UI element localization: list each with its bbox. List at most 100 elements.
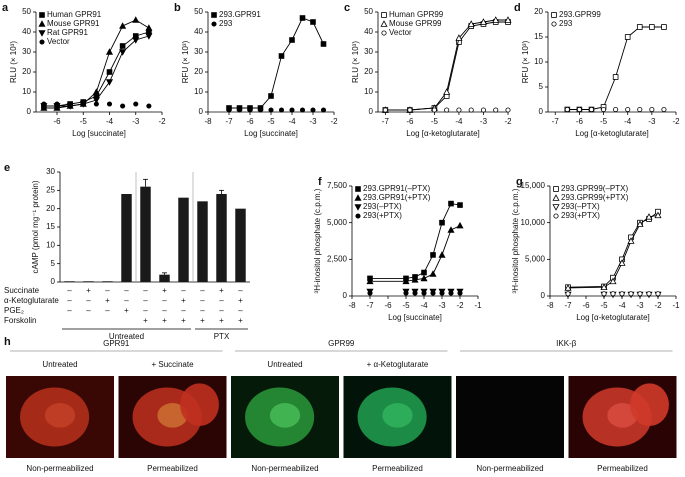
- cell: [180, 383, 219, 427]
- marker: [448, 200, 454, 207]
- marker: [133, 101, 139, 107]
- marker: [456, 107, 462, 113]
- y-tick-label: 15: [46, 222, 55, 231]
- marker: [268, 107, 274, 113]
- legend-label: Human GPR99: [389, 10, 444, 19]
- legend-label: 293(+PTX): [363, 211, 402, 220]
- bar: [178, 197, 189, 282]
- marker: [636, 220, 644, 227]
- cell-nucleus: [382, 403, 413, 428]
- marker: [505, 107, 511, 113]
- marker: [457, 202, 463, 208]
- y-tick-label: 25: [46, 185, 55, 194]
- y-tick-label: 20: [46, 204, 55, 213]
- marker: [655, 291, 661, 297]
- x-tick-label: -5: [267, 117, 275, 126]
- marker: [146, 103, 152, 109]
- y-tick-label: 15: [534, 32, 543, 41]
- marker: [299, 107, 306, 113]
- x-axis-label: Log [α-ketoglutarate]: [576, 313, 650, 322]
- marker: [493, 107, 499, 113]
- marker: [480, 107, 487, 113]
- y-tick-label: 15,000: [521, 181, 546, 190]
- marker: [366, 277, 374, 285]
- marker: [120, 103, 126, 109]
- x-tick-label: -1: [672, 301, 680, 310]
- x-tick-label: -5: [80, 117, 88, 126]
- legend-marker: [38, 30, 46, 37]
- marker: [430, 252, 436, 258]
- y-tick-label: 20: [22, 67, 31, 76]
- panel-label: g: [516, 176, 523, 188]
- marker: [105, 48, 114, 55]
- x-tick-label: -6: [406, 117, 414, 126]
- bar: [121, 194, 132, 282]
- treatment-sign: +: [162, 316, 167, 325]
- marker: [411, 276, 419, 283]
- marker: [612, 74, 619, 80]
- y-tick-label: 10,000: [521, 218, 546, 227]
- panel-label: f: [318, 176, 322, 188]
- legend-label: 293: [559, 19, 573, 28]
- y-tick-label: 2,500: [327, 254, 348, 263]
- legend-label: 293(+PTX): [561, 211, 600, 220]
- marker: [624, 34, 631, 40]
- legend-marker: [552, 194, 560, 201]
- x-tick-label: -4: [106, 117, 114, 126]
- marker: [628, 291, 634, 297]
- marker: [247, 107, 253, 113]
- marker: [310, 107, 316, 113]
- treatment-sign: –: [67, 306, 72, 315]
- marker: [289, 107, 295, 113]
- marker: [468, 107, 474, 113]
- marker: [456, 221, 464, 229]
- legend-marker: [39, 39, 45, 45]
- treatment-sign: –: [105, 286, 110, 295]
- marker: [268, 93, 274, 99]
- marker: [236, 107, 243, 113]
- marker: [407, 107, 413, 113]
- marker: [132, 37, 140, 44]
- image-label: Untreated: [42, 360, 77, 369]
- treatment-sign: –: [219, 296, 224, 305]
- x-tick-label: -4: [624, 117, 632, 126]
- x-tick-label: -6: [384, 301, 392, 310]
- marker: [654, 211, 662, 219]
- treatment-sign: +: [143, 316, 148, 325]
- marker: [457, 290, 463, 296]
- treatment-sign: +: [219, 316, 224, 325]
- x-tick-label: -7: [382, 117, 390, 126]
- marker: [310, 19, 316, 25]
- x-tick-label: -3: [648, 117, 656, 126]
- treatment-sign: +: [200, 316, 205, 325]
- x-tick-label: -2: [672, 117, 680, 126]
- marker: [226, 107, 232, 113]
- group-label: PTX: [214, 332, 230, 341]
- legend-marker: [381, 30, 387, 36]
- marker: [403, 290, 409, 296]
- marker: [320, 41, 327, 47]
- bar: [216, 194, 227, 282]
- x-tick-label: -7: [225, 117, 233, 126]
- marker: [412, 290, 418, 296]
- group-title: GPR91: [103, 339, 130, 348]
- panel-label: c: [344, 2, 350, 14]
- image-label: + Succinate: [151, 360, 194, 369]
- cell-nucleus: [269, 403, 301, 428]
- x-tick-label: -3: [309, 117, 317, 126]
- legend-label: 293.GPR91: [219, 10, 261, 19]
- image-caption: Permeabilized: [597, 464, 648, 473]
- legend-label: 293(–PTX): [561, 202, 600, 211]
- marker: [576, 106, 582, 113]
- treatment-sign: +: [238, 296, 243, 305]
- marker: [93, 101, 99, 107]
- y-tick-label: 20: [364, 67, 373, 76]
- treatment-label: Forskolin: [4, 316, 36, 325]
- marker: [299, 15, 306, 21]
- panel-label: d: [514, 2, 521, 14]
- marker: [600, 106, 607, 113]
- x-tick-label: -3: [132, 117, 140, 126]
- marker: [132, 16, 140, 23]
- x-axis-label: Log [succinate]: [244, 129, 298, 138]
- y-axis-label: ³H-inositol phosphate (c.p.m.): [511, 188, 520, 293]
